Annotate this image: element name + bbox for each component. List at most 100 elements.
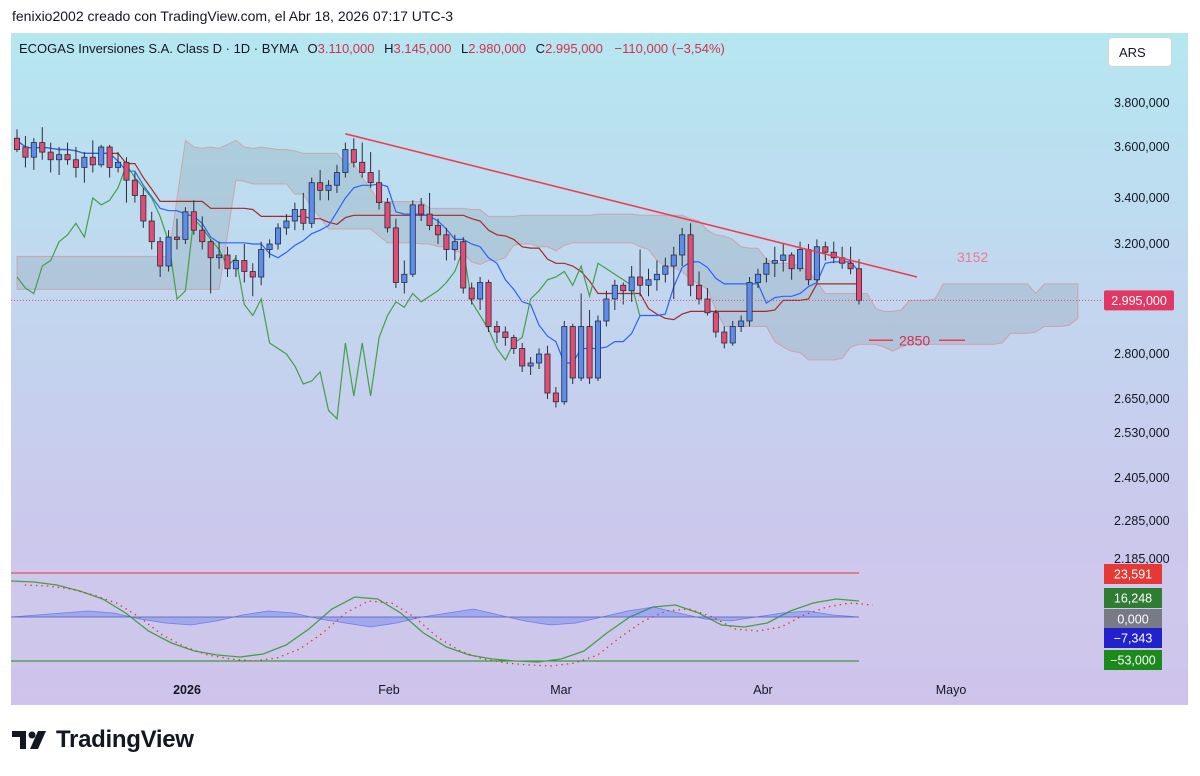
chart-header: fenixio2002 creado con TradingView.com, … (12, 8, 454, 24)
candle-body (460, 241, 467, 289)
indicator-level-label: 0,000 (1117, 613, 1148, 627)
candle-body (258, 249, 265, 278)
indicator-level-badge (1104, 650, 1162, 670)
open-value: 3.110,000 (317, 41, 375, 56)
candle-body (544, 353, 551, 394)
candle-body (241, 260, 248, 272)
price-tick-label: 3.600,000 (1114, 140, 1170, 154)
candle-body (738, 320, 745, 327)
candle-body (199, 229, 206, 243)
candle-body (333, 172, 340, 186)
candle-body (392, 227, 399, 283)
candle-body (22, 146, 29, 158)
close-label: C (535, 41, 546, 56)
candle-body (788, 254, 795, 270)
indicator-level-badge (1104, 564, 1162, 584)
candle-body (30, 142, 37, 158)
candle-body (283, 220, 290, 229)
candle-body (451, 241, 458, 250)
candle-body (628, 276, 635, 292)
candle-body (325, 184, 332, 191)
price-tick-label: 2.530,000 (1114, 426, 1170, 440)
candle-body (729, 326, 736, 344)
candle-body (165, 236, 172, 267)
chikou-line (16, 163, 641, 421)
candle-body (140, 195, 147, 222)
indicator-dotted-line (24, 584, 873, 667)
indicator-level-badge (1104, 609, 1162, 629)
candle-body (434, 225, 442, 236)
candle-body (502, 331, 509, 338)
candle-body (182, 211, 189, 240)
candle-body (89, 156, 96, 166)
candle-body (64, 154, 71, 161)
candle-body (131, 179, 138, 196)
currency-button[interactable]: ARS (1108, 37, 1172, 67)
price-tick-label: 3.200,000 (1114, 237, 1170, 251)
indicator-level-label: −53,000 (1110, 654, 1156, 668)
candle-body (813, 246, 820, 281)
candle-body (13, 137, 21, 150)
candle-body (704, 298, 711, 314)
candle-body (797, 249, 804, 270)
candle-body (670, 254, 677, 267)
chart-area[interactable]: 3152 2850 3.800,000 3.600,000 3.400,000 3.200… (11, 33, 1188, 705)
indicator-level-badge (1104, 588, 1162, 608)
candle-body (746, 282, 753, 322)
candle-body (249, 271, 256, 278)
tradingview-logo-icon (12, 731, 46, 749)
candle-body (157, 241, 164, 267)
candle-body (359, 161, 366, 173)
high-value: 3.145,000 (393, 41, 452, 56)
candle-body (148, 220, 155, 243)
candle-body (291, 209, 298, 222)
symbol-title: ECOGAS Inversiones S.A. Class D · 1D · B… (19, 41, 298, 56)
candle-body (653, 273, 660, 281)
candle-body (173, 236, 180, 240)
candle-body (485, 282, 492, 327)
candle-body (561, 326, 568, 403)
low-label: L (460, 41, 469, 56)
high-label: H (384, 41, 394, 56)
candle-body (376, 182, 383, 203)
open-label: O (307, 41, 318, 56)
candle-body (763, 262, 770, 275)
candle-body (418, 204, 425, 215)
indicator-signal-line (11, 580, 860, 663)
candle-body (586, 326, 593, 379)
last-price-label: 2.995,000 (1111, 294, 1167, 308)
candle-body (300, 209, 307, 224)
candle-body (637, 276, 644, 286)
candle-body (123, 161, 130, 181)
annotation-2850: 2850 (899, 332, 930, 348)
indicator-pane (11, 563, 1188, 669)
tradingview-brand: TradingView (56, 726, 194, 753)
candle-body (679, 234, 686, 256)
indicator-level-badge (1104, 628, 1162, 648)
candle-body (308, 182, 315, 224)
candle-body (426, 213, 433, 227)
candle-body (98, 146, 105, 166)
candle-body (620, 284, 627, 292)
candle-body (780, 254, 787, 261)
ohlc-legend: ECOGAS Inversiones S.A. Class D · 1D · B… (19, 41, 725, 56)
candle-body (106, 146, 113, 168)
price-chart-svg[interactable]: 3152 2850 3.800,000 3.600,000 3.400,000 3.200… (11, 33, 1188, 705)
candle-body (611, 284, 618, 300)
candle-body (847, 262, 854, 270)
price-tick-label: 2.285,000 (1114, 514, 1170, 528)
candle-body (552, 392, 559, 403)
candle-body (409, 204, 416, 275)
close-value: 2.995,000 (545, 41, 603, 56)
indicator-level-label: 16,248 (1114, 592, 1152, 606)
candle-body (493, 326, 500, 333)
candle-body (662, 265, 669, 275)
low-value: 2.980,000 (468, 41, 527, 56)
resistance-trendline (345, 133, 918, 278)
price-tick-label: 2.185,000 (1114, 552, 1170, 566)
candle-body (342, 149, 349, 173)
time-axis-label: Abr (753, 683, 772, 697)
candle-body (350, 149, 357, 163)
candle-body (578, 326, 585, 379)
candle-body (207, 241, 214, 259)
